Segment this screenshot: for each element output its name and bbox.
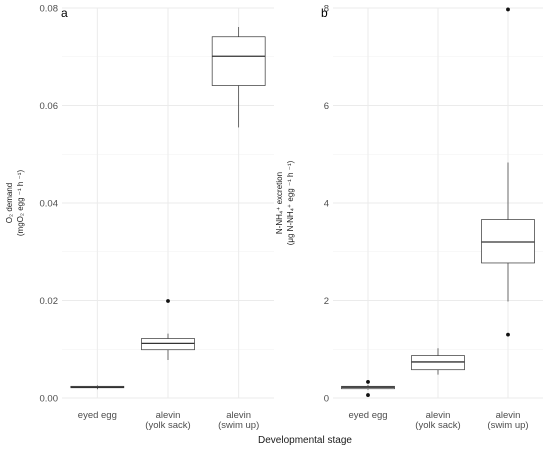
panel-label: b	[321, 6, 328, 20]
x-tick-label: eyed egg	[78, 410, 117, 421]
y-axis-title-units: (mgO₂ egg ⁻¹ h ⁻¹)	[16, 170, 25, 237]
y-tick-label: 0.04	[40, 199, 59, 210]
box-2	[141, 299, 195, 360]
outlier-point	[506, 332, 510, 337]
x-tick-label: eyed egg	[348, 410, 387, 421]
outlier-point	[366, 393, 370, 397]
box-1	[341, 380, 395, 397]
y-tick-label: 0.08	[40, 4, 59, 15]
x-tick-label: alevin	[426, 410, 451, 421]
box-iqr	[411, 355, 465, 371]
x-tick-label-line2: (yolk sack)	[145, 420, 190, 431]
y-tick-label: 2	[324, 296, 329, 307]
x-tick-label-line2: (yolk sack)	[415, 420, 460, 431]
box-3	[481, 7, 535, 337]
x-tick-label: alevin	[226, 410, 251, 421]
y-tick-label: 4	[324, 199, 329, 210]
y-tick-label: 6	[324, 101, 329, 112]
y-axis-title: O₂ demand	[5, 183, 14, 223]
y-tick-label: 0.02	[40, 296, 59, 307]
y-tick-label: 0.06	[40, 101, 59, 112]
outlier-point	[506, 7, 510, 12]
box-3	[211, 27, 266, 128]
x-tick-label-line2: (swim up)	[218, 420, 259, 431]
y-tick-label: 0	[324, 394, 329, 405]
x-axis-title: Developmental stage	[258, 435, 352, 446]
y-tick-label: 0.00	[40, 394, 59, 405]
x-tick-label: alevin	[496, 410, 521, 421]
y-axis-title-units: (μg N-NH₄⁺ egg ⁻¹ h ⁻¹)	[286, 160, 295, 245]
y-tick-label: 8	[324, 4, 329, 15]
y-axis-title: N-NH₄⁺ excretion	[275, 172, 284, 234]
x-tick-label: alevin	[156, 410, 181, 421]
box-1	[70, 385, 125, 390]
box-2	[411, 348, 465, 375]
box-iqr	[481, 219, 535, 264]
x-tick-label-line2: (swim up)	[487, 420, 528, 431]
outlier-point	[166, 299, 170, 303]
outlier-point	[366, 380, 370, 384]
panel-label: a	[61, 6, 68, 20]
box-iqr	[211, 36, 266, 86]
box-iqr	[141, 338, 195, 351]
